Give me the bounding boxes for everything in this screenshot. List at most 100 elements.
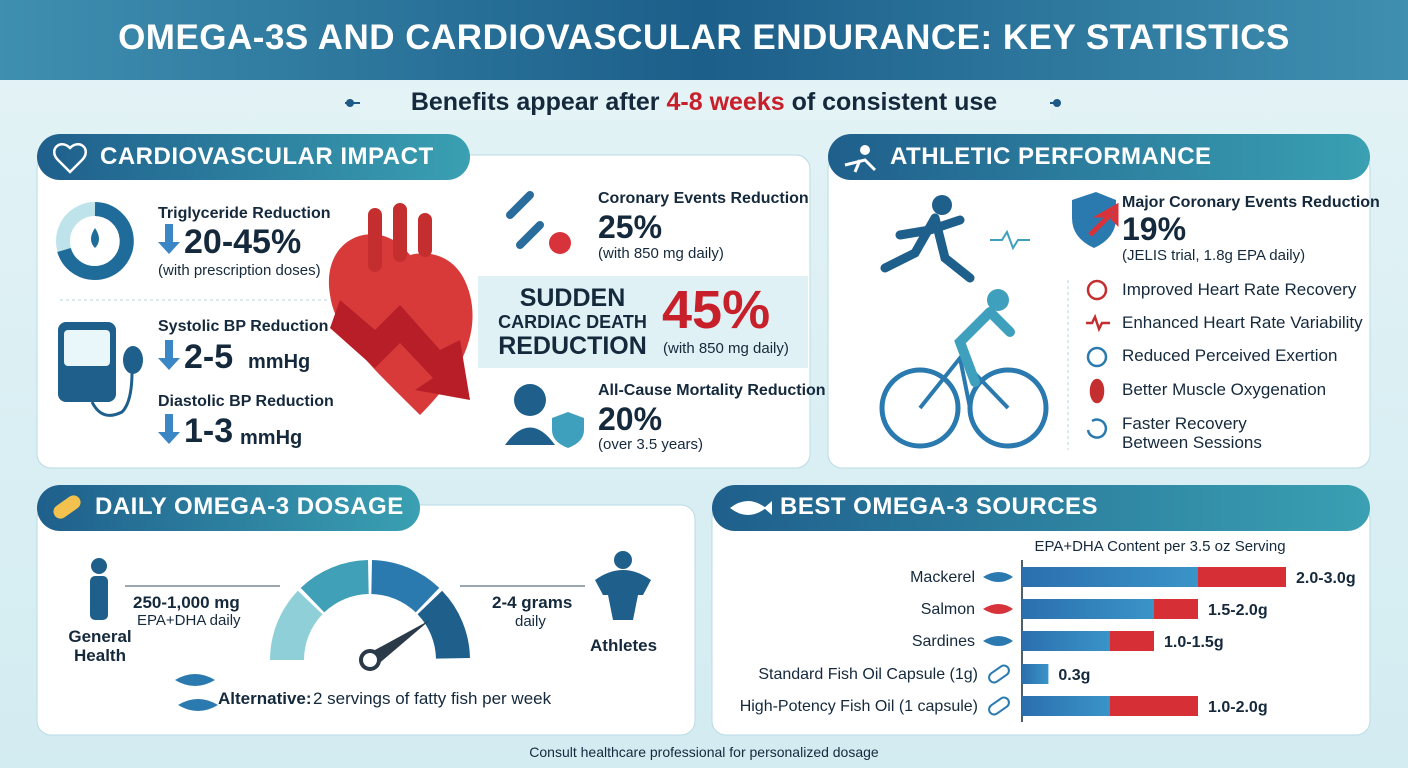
dose-amount: 2-4 grams [492, 593, 573, 612]
stat-label: Diastolic BP Reduction [158, 393, 334, 410]
section-title: ATHLETIC PERFORMANCE [890, 143, 1212, 170]
gauge-segment [371, 560, 440, 613]
source-name: High-Potency Fish Oil (1 capsule) [740, 698, 978, 715]
gauge-segment [300, 560, 369, 613]
stat-value: 1-3 [184, 412, 234, 450]
bp-tube [90, 371, 134, 417]
bar-range [1154, 599, 1198, 619]
section-pill [712, 485, 1370, 531]
alternative-text: 2 servings of fatty fish per week [313, 689, 552, 708]
outcome-value: 25% [598, 209, 663, 245]
subtitle-highlight: 4-8 weeks [666, 88, 785, 116]
chain-icon [506, 191, 544, 249]
runner-icon [860, 145, 870, 155]
source-name: Sardines [912, 633, 975, 650]
alternative-label: Alternative: [218, 689, 312, 708]
section-pill [37, 134, 470, 180]
stat-label: Systolic BP Reduction [158, 318, 329, 335]
outcome-note: (over 3.5 years) [598, 436, 704, 453]
gauge [270, 560, 470, 671]
stat-unit: mmHg [240, 427, 303, 449]
bar-low [1022, 631, 1110, 651]
down-arrows [158, 224, 180, 444]
subtitle-bg [360, 88, 1050, 120]
value-label: 1.0-1.5g [1164, 634, 1224, 651]
dot [1053, 99, 1061, 107]
outcome-value: 20% [598, 401, 663, 437]
sudden-text: REDUCTION [498, 332, 647, 360]
stat-value: 2-5 [184, 338, 234, 376]
cyclist [987, 289, 1009, 311]
gauge-needle [364, 620, 430, 666]
stat-note: (JELIS trial, 1.8g EPA daily) [1122, 247, 1306, 264]
up-arrow [1088, 202, 1119, 237]
value-label: 1.0-2.0g [1208, 699, 1268, 716]
benefit: Improved Heart Rate Recovery [1122, 280, 1357, 299]
stat-value: 19% [1122, 211, 1187, 247]
dot [346, 99, 354, 107]
stat-note: (with prescription doses) [158, 262, 321, 279]
stat-value: 20-45% [184, 223, 302, 261]
fish-icon [983, 572, 1013, 582]
stat-label: Major Coronary Events Reduction [1122, 194, 1380, 211]
header-band [0, 0, 1408, 80]
heart [368, 203, 432, 272]
source-name: Standard Fish Oil Capsule (1g) [758, 666, 978, 683]
bp-bulb [123, 346, 143, 374]
benefit: Faster Recovery Between Sessions [1122, 414, 1262, 452]
fish-icon [175, 674, 218, 711]
bicycle [879, 367, 961, 449]
subtitle-after: of consistent use [791, 88, 998, 116]
person-icon [514, 384, 546, 416]
subtitle: Benefits appear after 4-8 weeks of consi… [0, 88, 1408, 117]
bar-low [1022, 696, 1110, 716]
shield-icon [552, 412, 584, 448]
benefit-icons [1086, 279, 1110, 439]
section-title: BEST OMEGA-3 SOURCES [780, 493, 1099, 520]
bar-range [1110, 631, 1154, 651]
heartbeat-icon [990, 229, 1030, 251]
chart-title: EPA+DHA Content per 3.5 oz Serving [1034, 538, 1286, 555]
value-label: 2.0-3.0g [1296, 570, 1356, 587]
shield-icon [1072, 192, 1116, 248]
sudden-note: (with 850 mg daily) [663, 340, 789, 357]
bar-range [1110, 696, 1198, 716]
runner [880, 213, 975, 283]
person-icon [91, 558, 107, 574]
section-title: DAILY OMEGA-3 DOSAGE [95, 493, 404, 520]
athlete-icon [614, 551, 632, 569]
dose-amount: 250-1,000 mg [133, 593, 240, 612]
bar-low [1022, 567, 1198, 587]
fish-icon [983, 636, 1013, 646]
source-name: Mackerel [910, 569, 975, 586]
person-icon [505, 427, 555, 445]
bar-low [1022, 599, 1154, 619]
group-label: Athletes [590, 636, 658, 655]
title: OMEGA-3S AND CARDIOVASCULAR ENDURANCE: K… [118, 18, 1290, 57]
gauge-segment [417, 590, 470, 659]
outcome-note: (with 850 mg daily) [598, 245, 724, 262]
capsule-icon [988, 664, 1010, 684]
highlight-box [478, 276, 808, 368]
sudden-text: SUDDEN [519, 284, 626, 312]
cyclist [954, 307, 1015, 387]
sudden-value: 45% [662, 280, 771, 340]
bp-monitor [64, 330, 110, 366]
footer-note: Consult healthcare professional for pers… [529, 744, 879, 760]
benefit: Better Muscle Oxygenation [1122, 380, 1327, 399]
fish-icon [983, 604, 1013, 614]
donut [57, 202, 134, 280]
value-label: 1.5-2.0g [1208, 602, 1268, 619]
value-label: 0.3g [1058, 667, 1090, 684]
outcome-label: Coronary Events Reduction [598, 190, 809, 207]
stat-unit: mmHg [248, 351, 311, 373]
section-title: CARDIOVASCULAR IMPACT [100, 143, 434, 170]
section-pill [828, 134, 1370, 180]
bicycle [918, 354, 1010, 410]
drop-icon [91, 228, 99, 248]
bar-range [1198, 567, 1286, 587]
capsule-icon [988, 696, 1010, 716]
runner-icon [844, 158, 877, 173]
